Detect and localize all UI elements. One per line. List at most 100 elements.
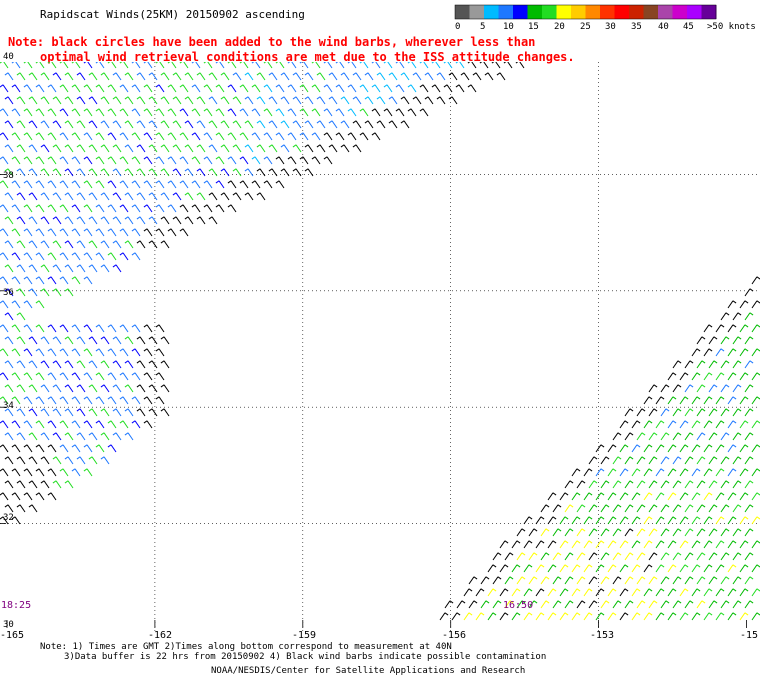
wind-barb <box>600 504 610 513</box>
wind-barb <box>239 180 249 189</box>
wind-barb <box>540 528 550 537</box>
wind-barb <box>744 360 754 369</box>
wind-barb <box>76 384 86 393</box>
wind-barb <box>35 180 45 189</box>
wind-barb <box>679 444 689 453</box>
wind-barb <box>59 204 69 213</box>
wind-barb <box>631 492 641 501</box>
wind-barb <box>667 396 677 405</box>
wind-barb <box>172 192 182 201</box>
wind-barb <box>136 408 146 417</box>
wind-barb <box>607 492 617 501</box>
wind-barb <box>660 432 670 441</box>
wind-barb <box>523 540 533 549</box>
wind-barb <box>672 360 682 369</box>
wind-barb <box>540 504 550 513</box>
wind-barb <box>131 396 141 405</box>
wind-barb <box>667 372 677 381</box>
wind-barb <box>47 324 57 333</box>
wind-barb <box>619 540 629 549</box>
wind-barb <box>191 180 201 189</box>
wind-barb <box>696 552 706 561</box>
wind-barb <box>624 504 634 513</box>
wind-barb <box>431 62 441 69</box>
wind-barb <box>448 72 458 81</box>
wind-barb <box>643 420 653 429</box>
wind-barb <box>751 444 760 453</box>
wind-barb <box>28 96 38 105</box>
wind-barb <box>511 612 521 621</box>
wind-barb <box>59 396 69 405</box>
wind-barb <box>648 528 658 537</box>
wind-barb <box>119 420 129 429</box>
wind-barb <box>636 576 646 585</box>
wind-barb <box>559 612 569 621</box>
wind-barb <box>208 192 218 201</box>
wind-barb <box>407 84 417 93</box>
wind-barb <box>256 192 266 201</box>
wind-barb <box>112 336 122 345</box>
wind-barb <box>4 192 14 201</box>
wind-barb <box>4 120 14 129</box>
wind-barb <box>619 420 629 429</box>
wind-barb <box>76 336 86 345</box>
wind-barb <box>612 528 622 537</box>
wind-barb <box>112 264 122 273</box>
wind-barb <box>559 564 569 573</box>
wind-barb <box>167 132 177 141</box>
wind-barb <box>11 444 21 453</box>
wind-barb <box>667 588 677 597</box>
wind-barb <box>215 108 225 117</box>
wind-barb <box>595 612 605 621</box>
wind-barb <box>703 420 713 429</box>
wind-barb <box>739 372 749 381</box>
wind-barb <box>715 396 725 405</box>
wind-barb <box>732 480 742 489</box>
wind-barb <box>619 444 629 453</box>
wind-barb <box>708 456 718 465</box>
legend-swatch <box>600 5 615 19</box>
wind-barb <box>47 252 57 261</box>
wind-barb <box>679 492 689 501</box>
wind-barb <box>47 420 57 429</box>
wind-barb <box>487 612 497 621</box>
wind-barb <box>619 516 629 525</box>
wind-barb <box>196 96 206 105</box>
wind-barb <box>407 62 417 69</box>
wind-barb <box>727 324 737 333</box>
wind-barb <box>131 324 141 333</box>
wind-barb <box>559 516 569 525</box>
legend-swatch <box>469 5 485 19</box>
wind-barb <box>23 468 33 477</box>
wind-barb <box>316 96 326 105</box>
wind-barb <box>691 348 701 357</box>
wind-barb <box>47 156 57 165</box>
wind-barb <box>11 228 21 237</box>
wind-barb <box>28 264 38 273</box>
wind-barb <box>28 384 38 393</box>
wind-barb <box>727 444 737 453</box>
wind-barb <box>528 600 538 609</box>
wind-barb <box>28 216 38 225</box>
wind-barb <box>684 360 694 369</box>
wind-barb <box>468 600 478 609</box>
wind-barb <box>88 216 98 225</box>
wind-barb <box>535 612 545 621</box>
wind-barb <box>0 372 9 381</box>
wind-barb <box>0 516 9 525</box>
wind-barb <box>143 420 153 429</box>
wind-barb <box>95 132 105 141</box>
legend-label-0: 0 <box>455 22 461 32</box>
wind-barb <box>515 62 525 69</box>
wind-barb <box>100 72 110 81</box>
wind-barb <box>47 468 57 477</box>
footer-note-line-2: 3)Data buffer is 22 hrs from 20150902 4)… <box>64 652 547 662</box>
wind-barb <box>624 576 634 585</box>
wind-barb <box>708 504 718 513</box>
wind-barb <box>148 384 158 393</box>
wind-barb <box>136 336 146 345</box>
wind-barb <box>11 132 21 141</box>
wind-barb <box>451 612 461 621</box>
wind-barb <box>571 492 581 501</box>
wind-barb <box>0 228 9 237</box>
